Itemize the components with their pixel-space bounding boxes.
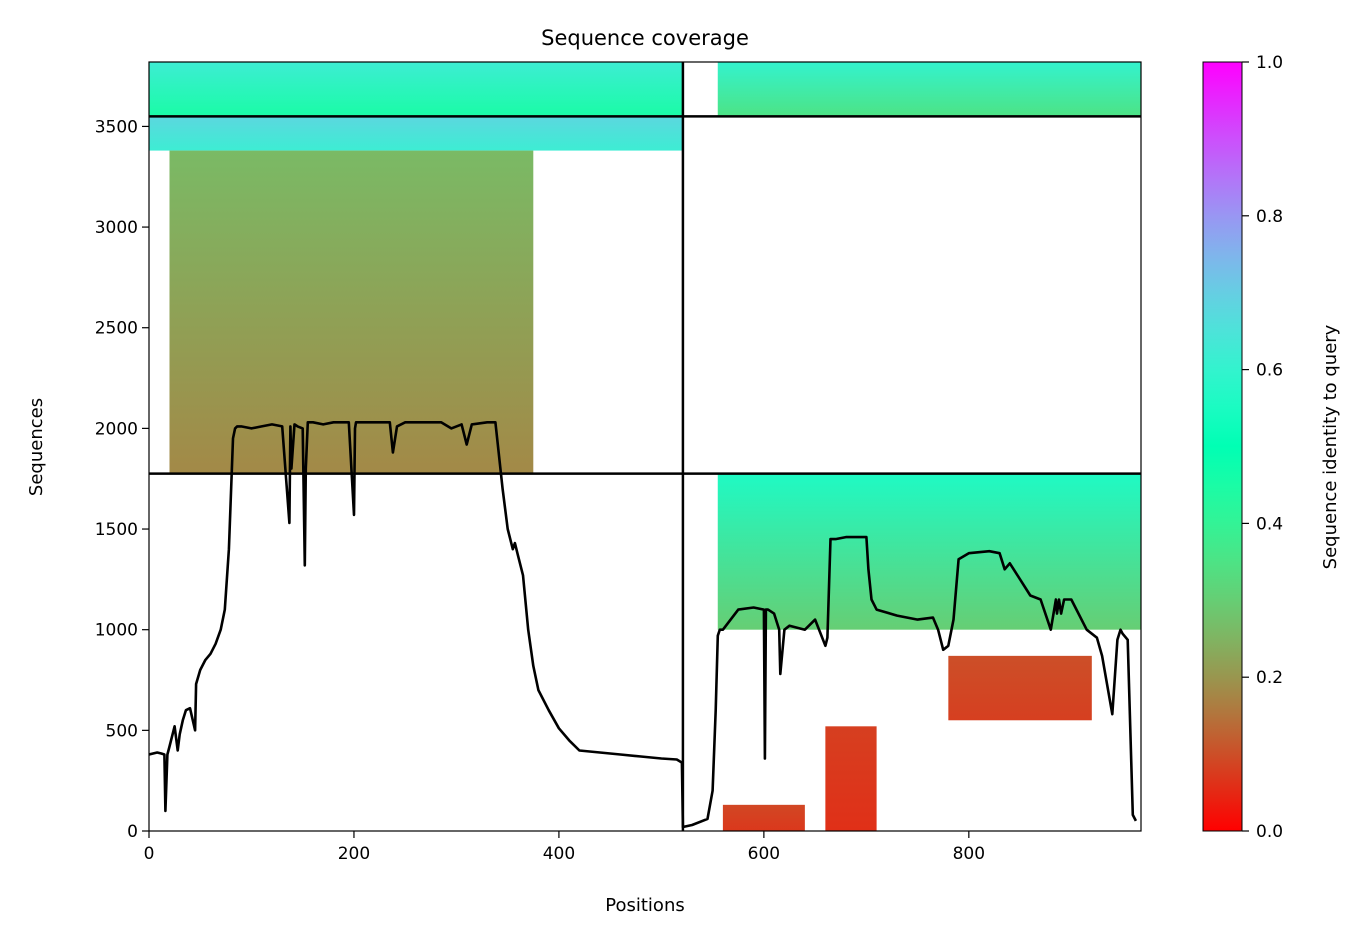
colorbar-tick-label: 0.6: [1256, 361, 1283, 381]
heatmap-block: [717, 473, 1141, 630]
colorbar-axis: 0.0 0.2 0.4 0.6 0.8 1.0: [1242, 53, 1283, 842]
y-axis: 0 500 1000 1500 2000 2500 3000 3500: [95, 117, 149, 842]
heatmap-block: [717, 62, 1141, 117]
y-tick-label: 3500: [95, 117, 138, 137]
colorbar-tick-label: 0.8: [1256, 207, 1283, 227]
y-tick-label: 0: [127, 822, 138, 842]
plot-frame: [148, 61, 1142, 832]
y-tick-label: 3000: [95, 218, 138, 238]
y-tick-label: 500: [106, 721, 138, 741]
coverage-line-group: [149, 421, 1138, 829]
heatmap-block: [169, 150, 534, 474]
colorbar-tick-label: 0.0: [1256, 822, 1283, 842]
colorbar-tick-label: 1.0: [1256, 53, 1283, 73]
y-tick-label: 1000: [95, 621, 138, 641]
y-tick-label: 2500: [95, 319, 138, 339]
x-tick-label: 800: [953, 844, 985, 864]
x-tick-label: 200: [338, 844, 370, 864]
heatmap-block: [149, 62, 683, 117]
coverage-heatmap: [149, 62, 1141, 831]
x-tick-label: 400: [543, 844, 575, 864]
segment-boundaries: [149, 62, 1141, 831]
y-tick-label: 1500: [95, 520, 138, 540]
y-axis-label: Sequences: [26, 398, 47, 496]
colorbar-tick-label: 0.2: [1256, 668, 1283, 688]
colorbar: [1202, 61, 1243, 832]
chart-title: Sequence coverage: [541, 26, 749, 50]
x-tick-label: 600: [748, 844, 780, 864]
heatmap-block: [722, 804, 805, 831]
y-tick-label: 2000: [95, 419, 138, 439]
x-axis: 0 200 400 600 800: [144, 831, 985, 864]
heatmap-block: [825, 726, 877, 831]
x-axis-label: Positions: [605, 895, 684, 916]
colorbar-tick-label: 0.4: [1256, 514, 1283, 534]
coverage-line: [149, 421, 1138, 829]
x-tick-label: 0: [144, 844, 155, 864]
colorbar-label: Sequence identity to query: [1320, 324, 1341, 569]
heatmap-block: [948, 655, 1092, 721]
heatmap-block: [149, 116, 683, 151]
